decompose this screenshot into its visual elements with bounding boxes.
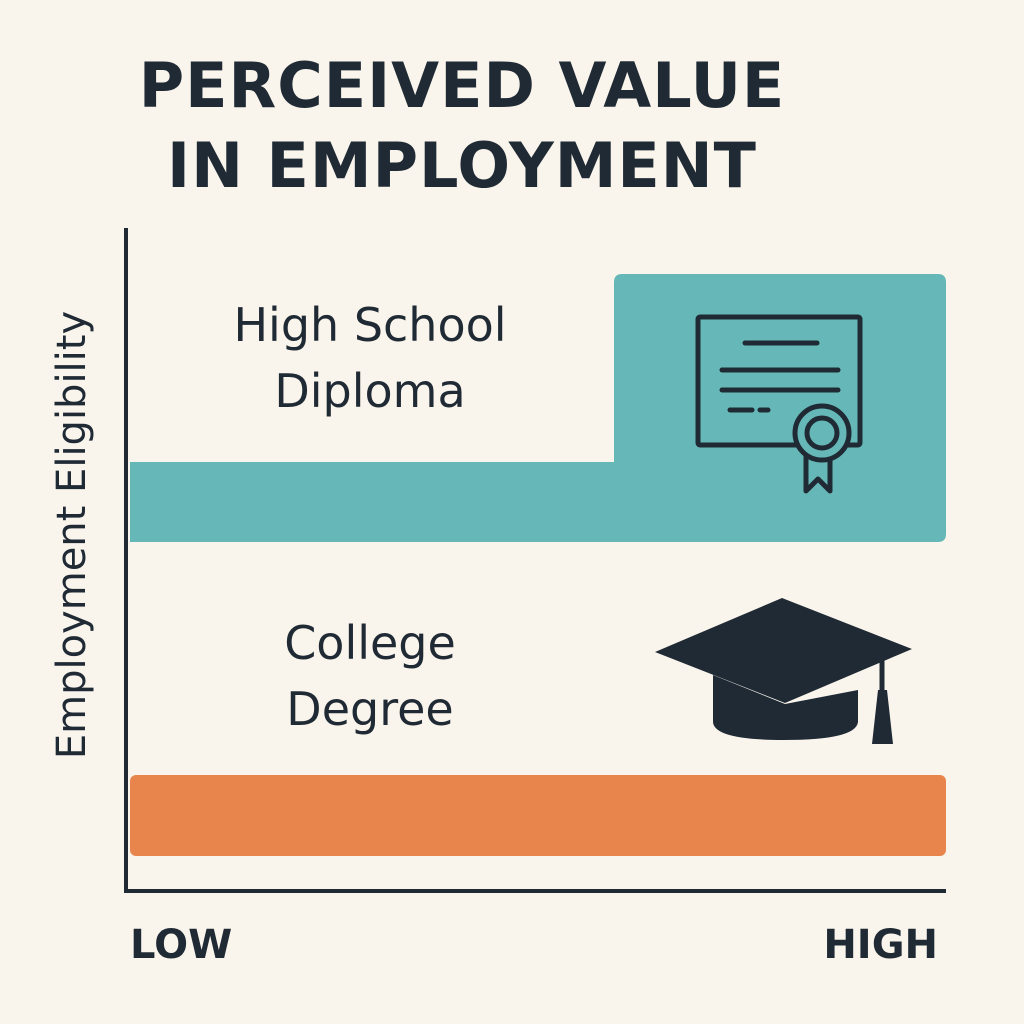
bar-college-degree bbox=[130, 775, 946, 856]
category-label-line: Degree bbox=[286, 682, 454, 736]
x-tick-label-low: LOW bbox=[130, 922, 233, 968]
diploma-certificate-icon bbox=[695, 314, 863, 494]
chart-title-line-2: IN EMPLOYMENT bbox=[167, 129, 757, 202]
bar-high-school-diploma bbox=[130, 274, 946, 542]
x-tick-label-high: HIGH bbox=[823, 922, 938, 968]
category-label-line: College bbox=[284, 616, 456, 670]
chart-title-line-1: PERCEIVED VALUE bbox=[138, 49, 786, 122]
category-label-college-degree: College Degree bbox=[190, 610, 550, 742]
y-axis-label: Employment Eligibility bbox=[49, 310, 95, 760]
chart-title: PERCEIVED VALUE IN EMPLOYMENT bbox=[0, 46, 924, 206]
category-label-line: Diploma bbox=[274, 364, 466, 418]
category-label-high-school-diploma: High School Diploma bbox=[190, 292, 550, 424]
graduation-cap-icon bbox=[655, 598, 912, 744]
category-label-line: High School bbox=[233, 298, 507, 352]
